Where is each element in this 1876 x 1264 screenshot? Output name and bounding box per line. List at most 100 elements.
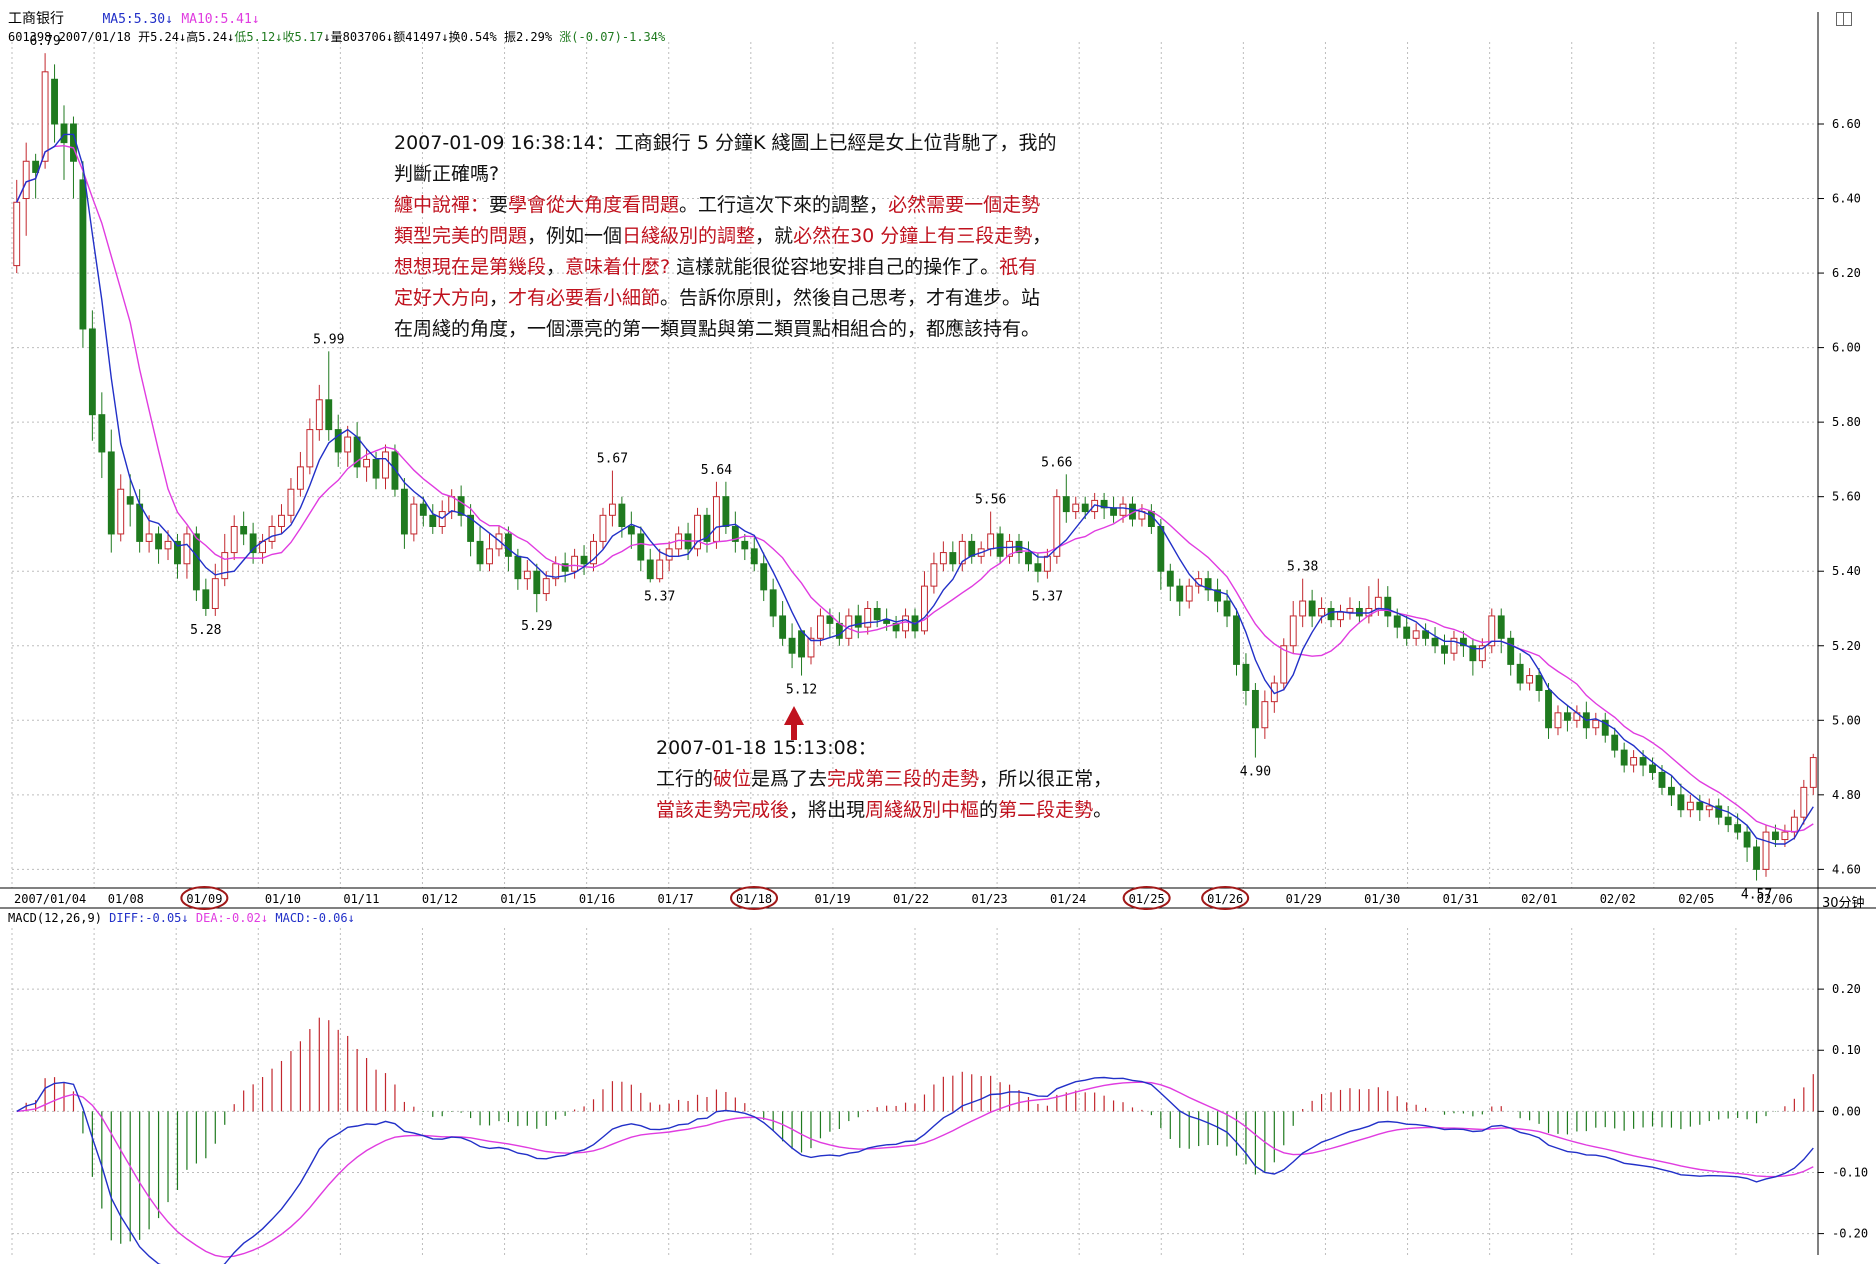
candle-body (1441, 645, 1448, 654)
change-value: 涨(-0.07)-1.34% (559, 30, 666, 44)
down-arrow-icon: ↓ (441, 30, 449, 44)
answer-text: ，例如一個 (527, 225, 623, 247)
price-extreme-label: 6.79 (29, 34, 60, 49)
answer-text: 才有必要看小細節 (508, 287, 661, 309)
candle-body (164, 540, 172, 550)
candle-body (958, 540, 966, 565)
date-label: 01/15 (500, 892, 536, 906)
candle-body (400, 488, 408, 535)
answer-text: 類型完美的問題 (394, 225, 528, 247)
candle-body (1318, 607, 1326, 617)
candle-body (1289, 615, 1297, 647)
candle-body (419, 503, 427, 516)
answer-text: ，就 (755, 225, 794, 247)
candle-body (1488, 615, 1496, 647)
followup-text: 是爲了去 (751, 768, 828, 790)
price-tick-label: 5.80 (1832, 415, 1861, 429)
date-label: 02/06 (1757, 892, 1793, 906)
date-label: 01/10 (265, 892, 301, 906)
down-arrow-icon: ↓ (275, 30, 283, 44)
low-value: 低5.12 (234, 30, 276, 44)
candle-body (1100, 499, 1108, 509)
date-axis: 2007/01/04 01/08 01/09 01/10 01/11 01/12 01/15… (14, 886, 1793, 910)
candle-body (552, 563, 560, 580)
candle-body (1781, 831, 1789, 841)
candle-body (608, 503, 616, 516)
price-tick-label: 5.60 (1832, 490, 1861, 504)
candle-body (1450, 637, 1458, 654)
answer-text: 想想現在是第幾段 (394, 256, 547, 278)
candle-body (315, 399, 323, 431)
candle-body (1639, 757, 1647, 766)
candle-body (788, 637, 796, 654)
candle-body (1403, 626, 1411, 639)
candle-body (873, 607, 881, 621)
price-extreme-label: 5.56 (975, 493, 1006, 508)
followup-text: ，將出現 (789, 799, 866, 821)
candle-body (542, 578, 550, 595)
date-label: 01/12 (422, 892, 458, 906)
panel-toggle-icon[interactable] (1836, 12, 1852, 26)
down-arrow-icon: ↓ (385, 30, 394, 44)
candle-body (1724, 816, 1732, 826)
date-label: 01/26 (1207, 892, 1243, 906)
candle-body (202, 589, 210, 609)
candle-body (287, 488, 295, 516)
candle-body (996, 533, 1004, 557)
candle-body (817, 615, 824, 639)
amplitude-value: 振2.29% (503, 30, 553, 44)
candle-body (1459, 637, 1467, 647)
price-tick-label: 5.40 (1832, 564, 1861, 578)
candle-body (221, 552, 229, 580)
candle-body (325, 399, 333, 431)
price-tick-label: 6.60 (1832, 117, 1861, 131)
candle-body (760, 563, 768, 591)
candle-body (79, 179, 87, 330)
candle-body (1563, 712, 1571, 721)
header-row-1: 工商银行 MA5:5.30↓ MA10:5.41↓ (8, 8, 260, 28)
candle-body (779, 615, 787, 639)
candle-body (457, 496, 465, 516)
candle-body (864, 607, 872, 628)
candle-body (1545, 689, 1552, 729)
answer-text: 必然需要一個走勢 (888, 194, 1041, 216)
followup-text: ，所以很正常， (979, 768, 1113, 790)
candle-body (561, 563, 569, 572)
answer-line-4: 定好大方向，才有必要看小細節。告訴你原則，然後自己思考，才有進步。站 (394, 283, 1174, 314)
price-extreme-label: 4.57 (1741, 888, 1772, 903)
date-label: 01/30 (1364, 892, 1400, 906)
candle-body (486, 548, 493, 565)
answer-text: 必然在30 分鐘上有三段走勢 (793, 225, 1033, 247)
candle-body (741, 540, 749, 550)
candle-body (467, 514, 475, 542)
date-label: 02/05 (1678, 892, 1714, 906)
candle-body (136, 503, 144, 542)
candle-body (363, 458, 371, 468)
candle-body (713, 496, 720, 542)
down-arrow-icon: ↓ (251, 12, 260, 27)
answer-text: 要 (489, 194, 509, 216)
candle-body (1677, 794, 1685, 811)
annotation-question: 2007-01-09 16:38:14：工商銀行 5 分鐘K 綫圖上已經是女上位… (394, 128, 1154, 190)
diff-line (16, 1076, 1814, 1264)
amount-value: 额41497 (393, 30, 442, 44)
down-arrow-icon: ↓ (181, 911, 189, 925)
candle-body (571, 555, 579, 572)
candle-body (1772, 831, 1779, 841)
candle-body (1233, 615, 1240, 665)
candle-body (51, 78, 58, 125)
followup-text: 破位 (713, 768, 752, 790)
candle-body (1611, 734, 1619, 751)
header-row-2: 601398 2007/01/18 开5.24↓高5.24↓低5.12↓收5.1… (8, 28, 665, 45)
price-tick-label: 4.80 (1832, 788, 1861, 802)
candle-body (1346, 607, 1354, 613)
candle-body (1261, 701, 1269, 729)
date-circle-highlight (1201, 886, 1250, 910)
answer-text: 這樣就能很從容地安排自己的操作了。 (670, 256, 1000, 278)
down-arrow-icon: ↓ (227, 30, 235, 44)
candle-body (883, 619, 891, 624)
price-extreme-label: 5.38 (1287, 560, 1318, 575)
candle-body (1185, 585, 1193, 602)
candle-body (183, 533, 191, 565)
followup-text: 周綫級別中樞 (865, 799, 980, 821)
